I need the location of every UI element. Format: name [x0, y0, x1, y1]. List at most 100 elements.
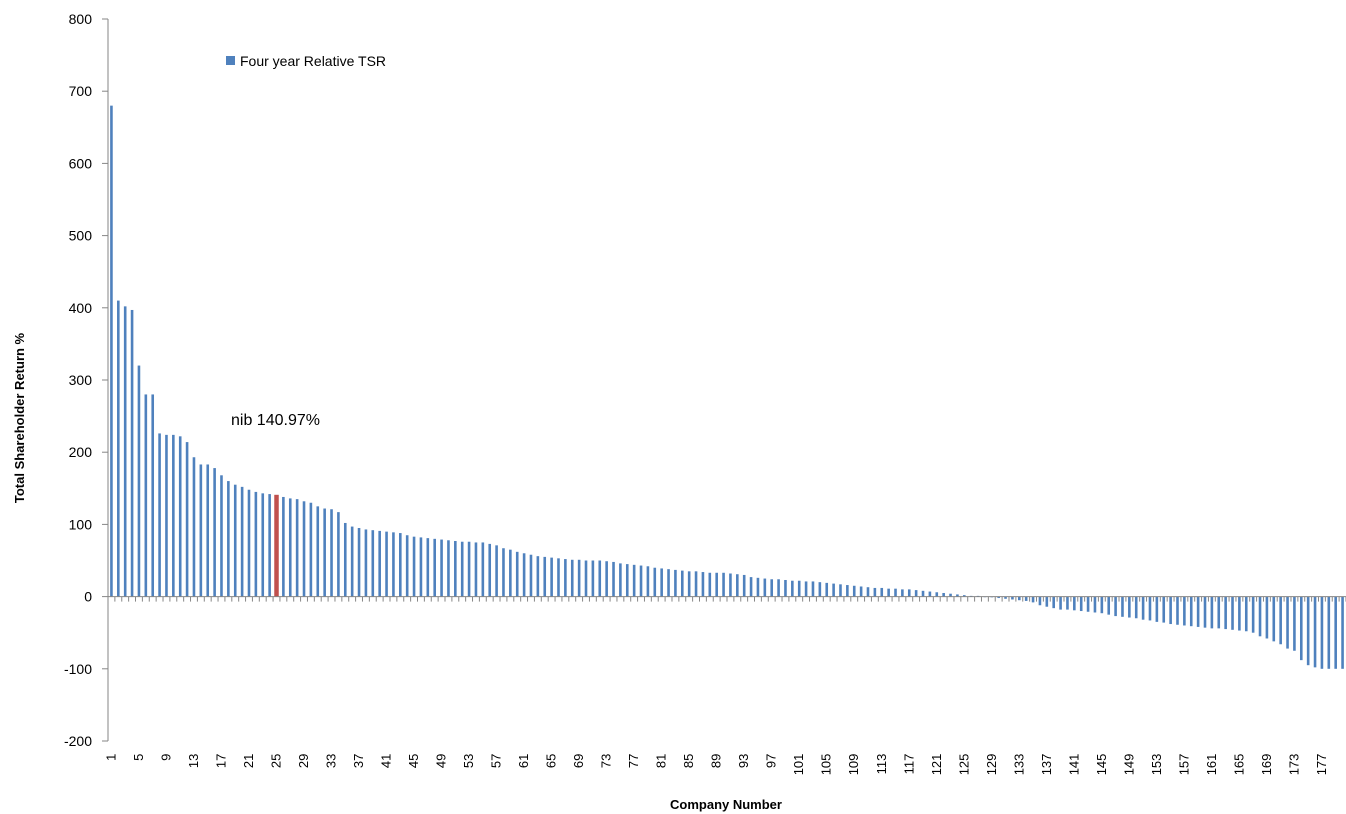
bars-group: [110, 105, 1346, 669]
x-tick-label: 113: [874, 754, 889, 775]
bar: [330, 509, 333, 597]
bar: [1306, 596, 1310, 666]
bar: [1024, 596, 1028, 601]
bar: [1066, 596, 1069, 610]
bar: [570, 559, 574, 597]
bar: [433, 538, 436, 597]
bar-highlight: [274, 494, 279, 597]
bar: [708, 572, 712, 597]
bar: [529, 554, 533, 597]
bar: [1155, 596, 1159, 622]
y-tick-label: 200: [69, 444, 93, 460]
bar: [1079, 596, 1083, 612]
bar: [591, 560, 595, 597]
x-tick-label: 97: [764, 754, 779, 768]
bar: [144, 394, 148, 597]
bar: [1045, 596, 1049, 607]
bar: [625, 564, 629, 597]
bar: [1031, 596, 1035, 603]
bar: [605, 561, 608, 597]
bar: [632, 564, 636, 597]
bar: [220, 475, 223, 597]
x-tick-label: 101: [791, 754, 806, 776]
x-tick-label: 29: [296, 754, 311, 768]
bar: [1073, 596, 1076, 611]
bar: [474, 542, 478, 597]
bar: [797, 580, 801, 597]
bar: [295, 499, 299, 597]
bar: [564, 559, 567, 597]
bar: [763, 578, 767, 597]
x-tick-label: 117: [901, 754, 916, 775]
x-tick-label: 9: [158, 754, 173, 761]
bar: [337, 512, 340, 597]
bar: [447, 540, 450, 597]
bar: [1327, 596, 1331, 669]
bar: [1004, 596, 1007, 599]
x-tick-label: 5: [131, 754, 146, 761]
bar: [350, 526, 354, 597]
y-tick-label: 600: [69, 155, 93, 171]
bar: [901, 589, 904, 597]
bar: [557, 558, 560, 597]
bar: [151, 394, 155, 597]
bar: [907, 589, 911, 597]
bar: [749, 577, 753, 597]
bar: [742, 574, 746, 597]
bar: [935, 592, 939, 597]
bar: [371, 530, 375, 597]
x-tick-label: 157: [1176, 754, 1191, 776]
x-tick-label: 25: [269, 754, 284, 768]
bar: [268, 494, 271, 597]
bar: [233, 484, 237, 597]
bar: [949, 593, 952, 597]
bar: [488, 543, 492, 597]
bar: [206, 464, 210, 597]
bar: [247, 489, 251, 597]
bar: [880, 587, 884, 597]
x-tick-label: 73: [599, 754, 614, 768]
bar: [440, 539, 443, 597]
bar: [137, 365, 141, 597]
bar: [1320, 596, 1324, 669]
x-tick-label: 1: [103, 754, 118, 761]
y-tick-label: 800: [69, 11, 93, 27]
y-tick-label: 500: [69, 228, 93, 244]
bar: [646, 566, 650, 597]
bar: [509, 549, 512, 597]
bar: [1100, 596, 1104, 614]
y-tick-label: 0: [84, 589, 92, 605]
bar: [956, 594, 959, 597]
bar: [502, 548, 505, 597]
bar: [1203, 596, 1207, 628]
x-tick-label: 81: [654, 754, 669, 768]
x-tick-label: 89: [709, 754, 724, 768]
bar: [866, 587, 870, 597]
bar: [199, 464, 203, 597]
bar: [117, 300, 120, 597]
x-axis-ticks: 1 5 9 13 17 21 25 29 33 37 41 45 49 53 57 61 65 69 73 77 81 8…: [103, 754, 1328, 776]
bar: [1011, 596, 1014, 600]
bar: [894, 588, 897, 597]
bar: [1134, 596, 1138, 619]
x-tick-label: 177: [1314, 754, 1329, 776]
bar: [1128, 596, 1131, 618]
bar: [1052, 596, 1055, 609]
bar: [1162, 596, 1166, 623]
bar: [536, 556, 540, 597]
bar: [770, 579, 774, 597]
bar: [158, 433, 161, 597]
bar: [405, 535, 409, 597]
bar: [412, 536, 416, 597]
x-tick-label: 169: [1259, 754, 1274, 776]
bar: [1210, 596, 1214, 629]
bar: [240, 486, 244, 597]
x-tick-label: 61: [516, 754, 531, 768]
bar: [261, 493, 265, 597]
bar: [667, 569, 670, 597]
bar: [1121, 596, 1124, 617]
x-tick-label: 57: [489, 754, 504, 768]
bar: [165, 434, 168, 597]
bar: [832, 583, 835, 597]
